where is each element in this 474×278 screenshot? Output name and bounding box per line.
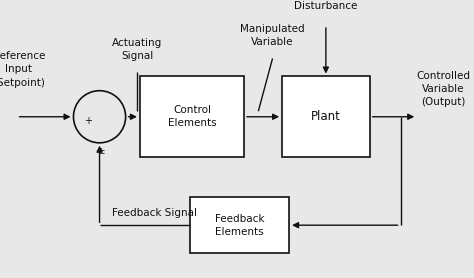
Text: Feedback Signal: Feedback Signal [111,208,197,218]
Text: Actuating
Signal: Actuating Signal [112,38,163,61]
Text: Feedback
Elements: Feedback Elements [215,214,264,237]
Text: Reference
Input
(Setpoint): Reference Input (Setpoint) [0,51,45,88]
Text: Manipulated
Variable: Manipulated Variable [240,24,305,47]
Bar [190,197,289,253]
Text: ±: ± [97,147,105,157]
Bar [140,76,244,157]
Bar [282,76,370,157]
Text: Control
Elements: Control Elements [168,105,216,128]
Text: +: + [84,116,92,126]
Text: Disturbance: Disturbance [294,1,357,11]
Text: Controlled
Variable
(Output): Controlled Variable (Output) [416,71,470,107]
Text: Plant: Plant [311,110,341,123]
